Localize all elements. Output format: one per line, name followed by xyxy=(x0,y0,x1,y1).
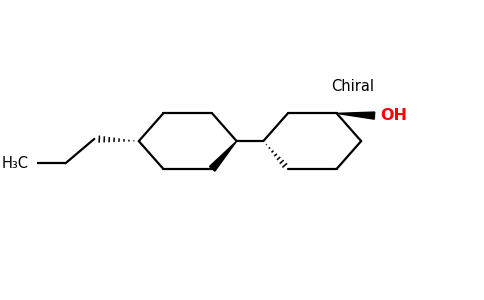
Text: OH: OH xyxy=(380,108,407,123)
Text: H₃C: H₃C xyxy=(1,156,29,171)
Polygon shape xyxy=(210,141,237,171)
Polygon shape xyxy=(337,112,375,119)
Text: Chiral: Chiral xyxy=(331,79,374,94)
